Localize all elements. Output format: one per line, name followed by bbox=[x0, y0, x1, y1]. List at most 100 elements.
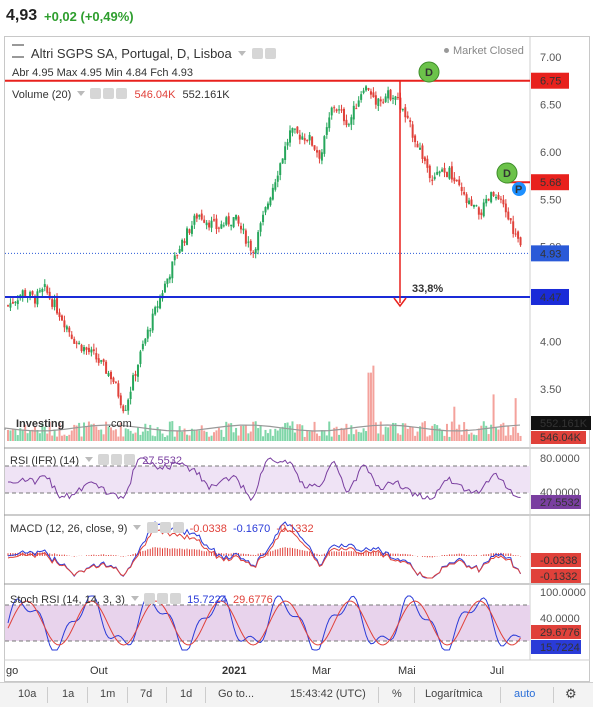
range-7d-button[interactable]: 7d bbox=[140, 688, 153, 700]
volume-bar bbox=[468, 434, 471, 441]
clock-time: 15:43:42 (UTC) bbox=[290, 688, 366, 700]
candle-body bbox=[163, 283, 166, 293]
candle-body bbox=[325, 127, 328, 135]
volume-bar bbox=[411, 426, 414, 441]
divider bbox=[127, 687, 128, 703]
volume-bar bbox=[105, 421, 108, 441]
range-1d-button[interactable]: 1d bbox=[180, 688, 193, 700]
volume-bar bbox=[163, 436, 166, 441]
volume-bar bbox=[156, 427, 159, 441]
stoch-label: Stoch RSI (14, 14, 3, 3) bbox=[10, 594, 125, 606]
volume-bar bbox=[318, 435, 321, 441]
range-10y-button[interactable]: 10a bbox=[18, 688, 37, 700]
volume-bar bbox=[392, 422, 395, 441]
volume-bar bbox=[367, 372, 370, 441]
candle-body bbox=[480, 212, 483, 216]
candle-body bbox=[166, 278, 169, 284]
price-change: +0,02 (+0,49%) bbox=[44, 9, 134, 24]
candle-body bbox=[266, 203, 269, 209]
volume-bar bbox=[406, 428, 409, 441]
stoch-k-value: 15.7224 bbox=[187, 594, 227, 606]
macd-legend[interactable]: MACD (12, 26, close, 9) -0.0338 -0.1670 … bbox=[10, 522, 314, 535]
volume-legend[interactable]: Volume (20) 546.04K 552.161K bbox=[12, 88, 230, 101]
range-1m-button[interactable]: 1m bbox=[100, 688, 116, 700]
candle-body bbox=[377, 98, 380, 107]
volume-bar bbox=[438, 428, 441, 441]
volume-bar bbox=[33, 426, 36, 441]
close-icon[interactable] bbox=[124, 454, 136, 465]
close-icon[interactable] bbox=[170, 593, 182, 604]
candle-body bbox=[409, 120, 412, 123]
volume-bar bbox=[232, 432, 235, 441]
volume-bar bbox=[129, 430, 132, 441]
eye-icon[interactable] bbox=[98, 454, 110, 465]
volume-bar bbox=[56, 436, 59, 441]
candle-body bbox=[90, 349, 93, 353]
volume-bar bbox=[401, 423, 404, 441]
candle-body bbox=[213, 219, 215, 221]
eye-icon[interactable] bbox=[252, 48, 264, 59]
percent-toggle[interactable]: % bbox=[392, 688, 402, 700]
gear-icon[interactable] bbox=[111, 454, 123, 465]
volume-bar bbox=[92, 423, 95, 441]
close-icon[interactable] bbox=[172, 522, 184, 533]
volume-bar bbox=[374, 422, 377, 441]
candle-body bbox=[80, 344, 83, 352]
volume-bar bbox=[350, 425, 353, 441]
chart-canvas[interactable]: 7.006.506.005.505.004.504.003.506.755.68… bbox=[0, 0, 593, 682]
volume-bar bbox=[31, 429, 34, 441]
chevron-down-icon[interactable] bbox=[77, 91, 86, 96]
volume-bar bbox=[205, 431, 208, 441]
candle-body bbox=[107, 373, 110, 376]
candle-body bbox=[16, 300, 19, 305]
candle-body bbox=[450, 166, 453, 180]
volume-bar bbox=[281, 426, 284, 441]
close-icon[interactable] bbox=[116, 88, 128, 99]
divider bbox=[205, 687, 206, 703]
chart-lines-icon[interactable] bbox=[12, 44, 24, 58]
volume-bar bbox=[100, 429, 103, 441]
eye-icon[interactable] bbox=[144, 593, 156, 604]
candle-body bbox=[254, 248, 257, 254]
price-tag-last bbox=[531, 245, 569, 262]
volume-bar bbox=[36, 429, 39, 441]
time-axis-label: Out bbox=[90, 665, 108, 677]
chevron-down-icon[interactable] bbox=[131, 596, 140, 601]
gear-icon[interactable] bbox=[265, 48, 277, 59]
candle-body bbox=[259, 223, 262, 232]
candle-body bbox=[470, 199, 473, 206]
candle-body bbox=[9, 303, 12, 308]
chevron-down-icon[interactable] bbox=[85, 457, 94, 462]
gear-icon[interactable] bbox=[103, 88, 115, 99]
chevron-down-icon[interactable] bbox=[238, 51, 247, 56]
volume-bar bbox=[208, 436, 211, 441]
gear-icon[interactable] bbox=[159, 522, 171, 533]
gear-icon[interactable] bbox=[157, 593, 169, 604]
volume-bar bbox=[230, 423, 233, 441]
volume-bar bbox=[423, 421, 426, 441]
eye-icon[interactable] bbox=[146, 522, 158, 533]
volume-bar bbox=[291, 421, 294, 441]
price-tag-label-low: 4.47 bbox=[540, 292, 561, 304]
volume-bar bbox=[279, 428, 282, 441]
candle-body bbox=[11, 301, 14, 304]
volume-bar bbox=[53, 429, 56, 441]
settings-gear-icon[interactable]: ⚙ bbox=[565, 686, 577, 701]
auto-scale-toggle[interactable]: auto bbox=[514, 688, 536, 700]
volume-bar bbox=[73, 424, 76, 441]
chevron-down-icon[interactable] bbox=[133, 525, 142, 530]
eye-icon[interactable] bbox=[90, 88, 102, 99]
stoch-legend[interactable]: Stoch RSI (14, 14, 3, 3) 15.7224 29.6776 bbox=[10, 593, 273, 606]
candle-body bbox=[441, 169, 444, 172]
volume-bar bbox=[122, 436, 125, 441]
chart-title-row[interactable]: Altri SGPS SA, Portugal, D, Lisboa bbox=[12, 44, 277, 61]
rsi-legend[interactable]: RSI (IFR) (14) 27.5532 bbox=[10, 454, 182, 467]
ohlc-values: Abr 4.95 Max 4.95 Min 4.84 Fch 4.93 bbox=[12, 67, 193, 79]
macd-histogram-value: -0.0338 bbox=[189, 523, 227, 535]
goto-button[interactable]: Go to... bbox=[218, 688, 255, 700]
log-scale-toggle[interactable]: Logarítmica bbox=[425, 688, 483, 700]
volume-bar bbox=[421, 422, 424, 441]
range-1y-button[interactable]: 1a bbox=[62, 688, 75, 700]
chart-frame bbox=[4, 36, 590, 682]
volume-bar bbox=[379, 421, 382, 441]
